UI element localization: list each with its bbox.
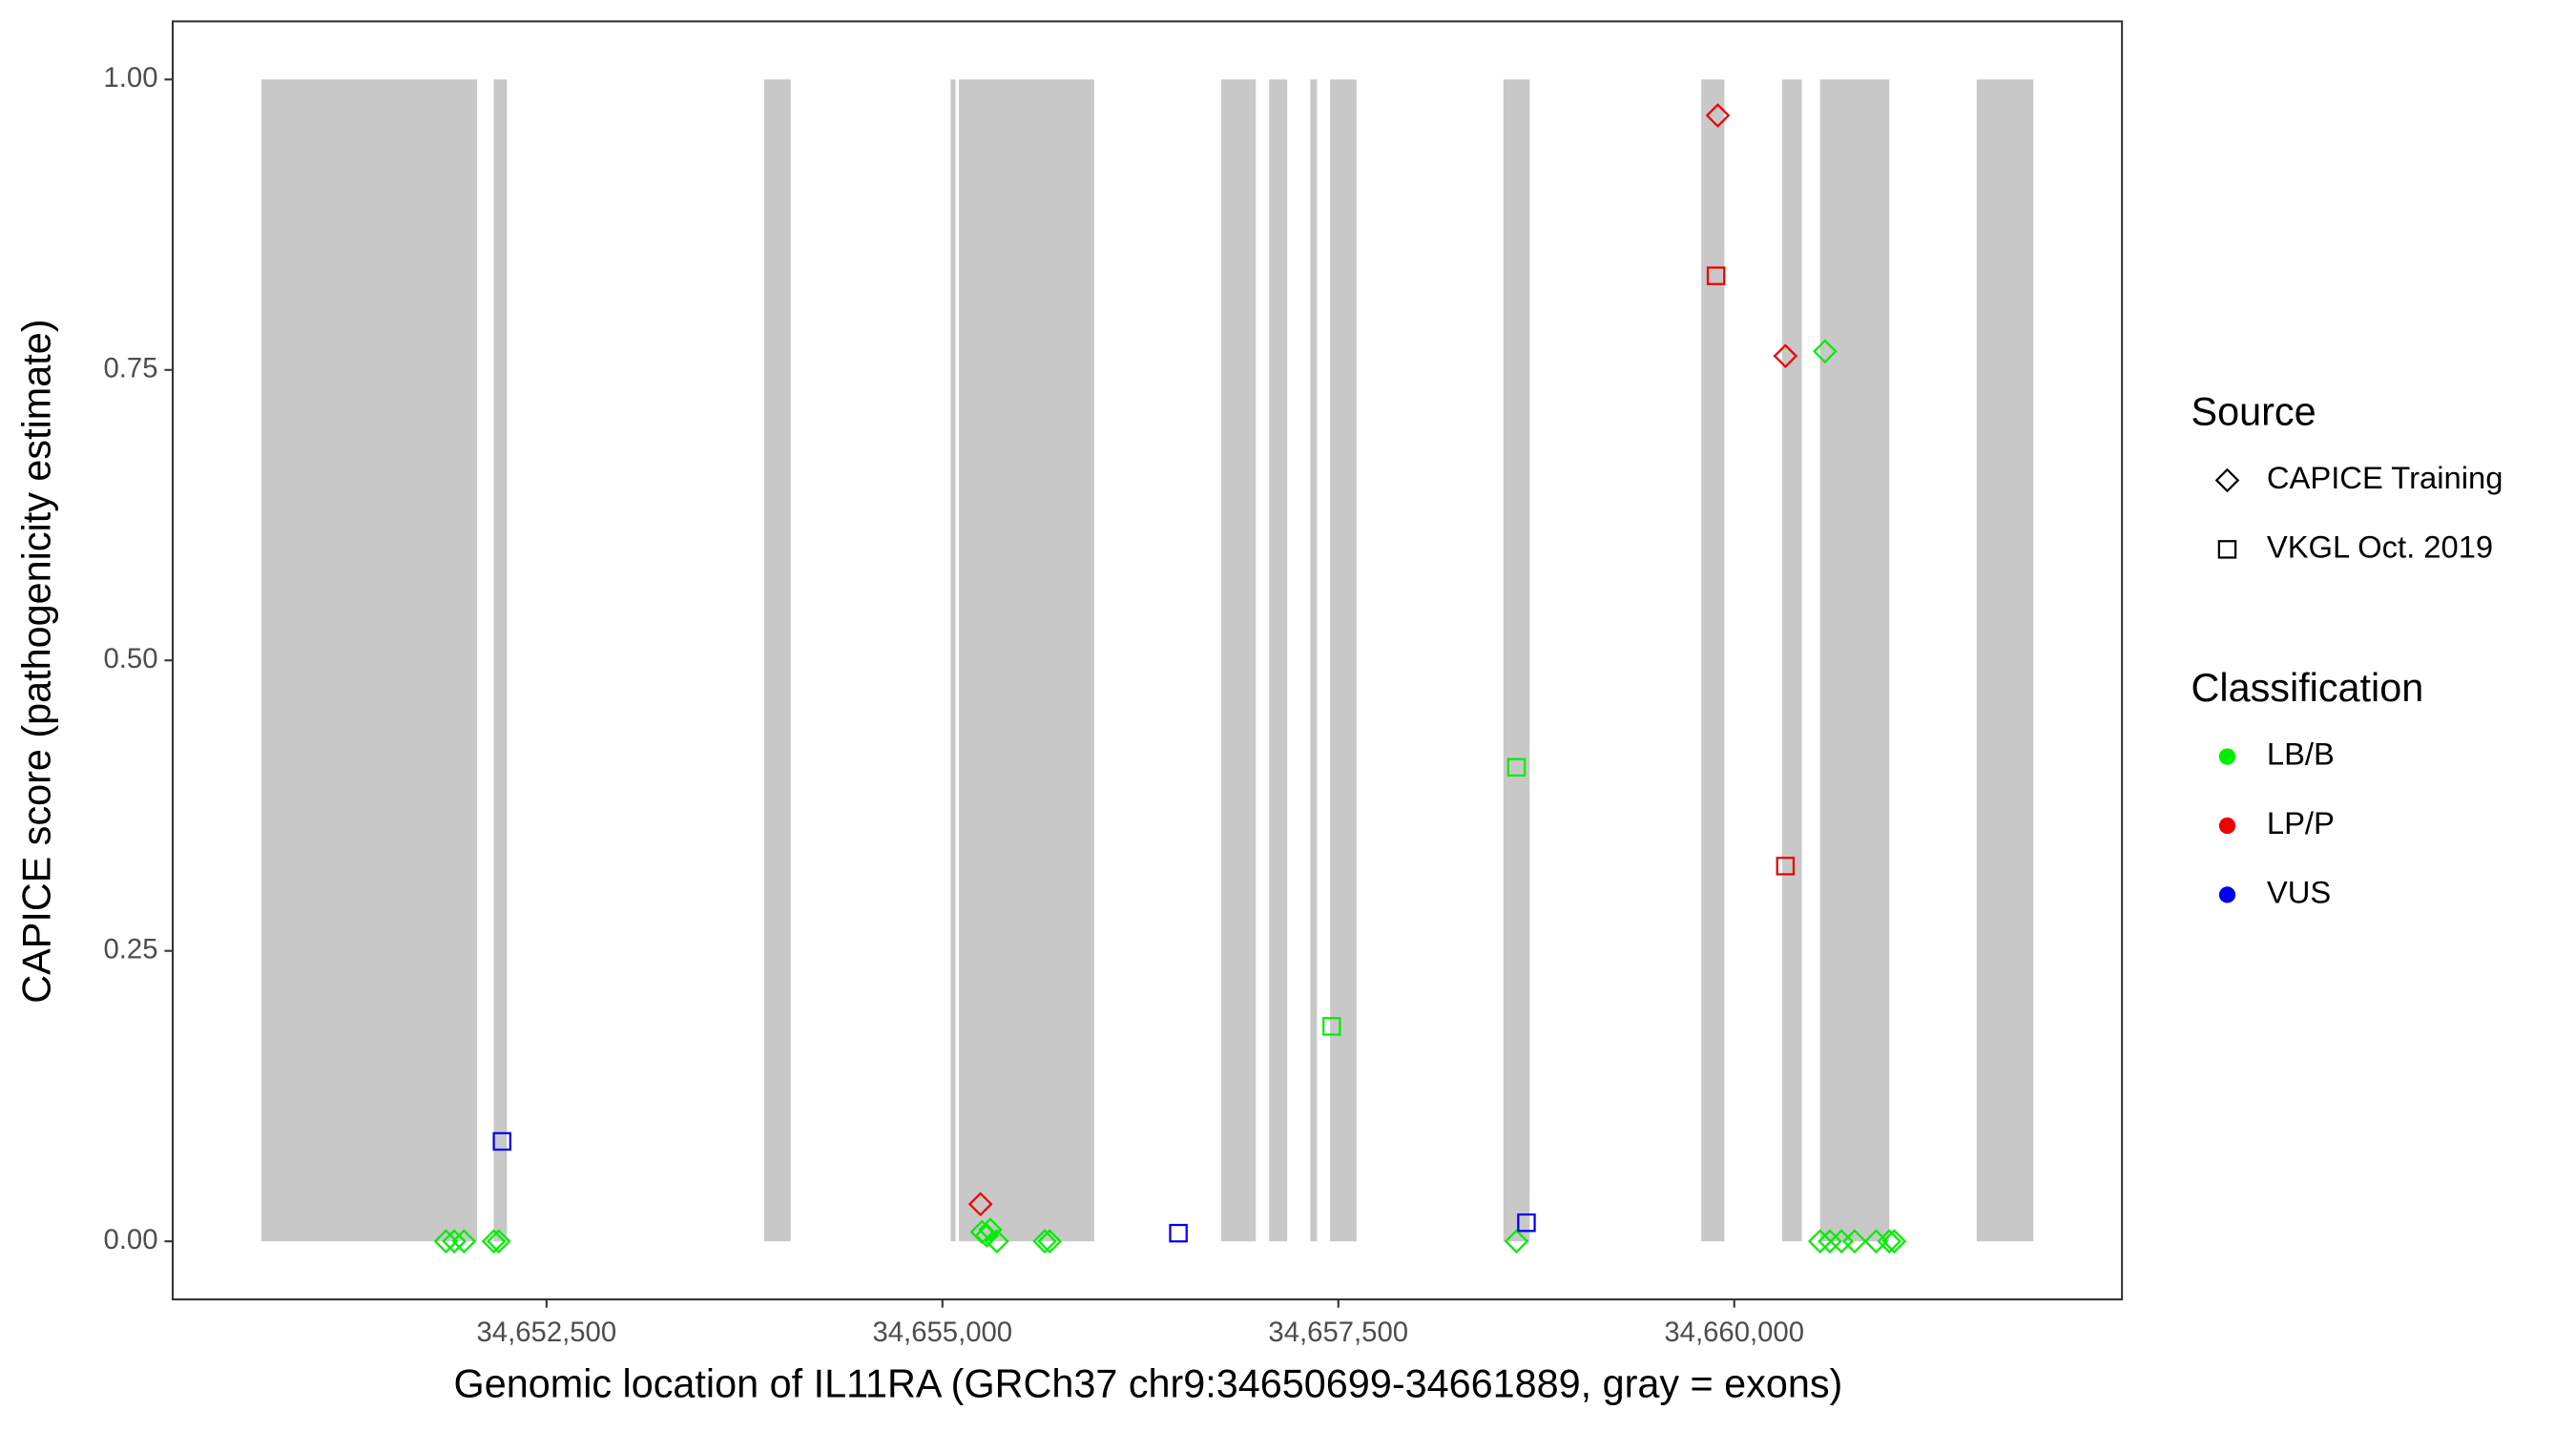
square-point: [1169, 1223, 1188, 1243]
exon: [1269, 79, 1288, 1242]
diamond-point: [1504, 1229, 1529, 1254]
x-tick-label: 34,655,000: [872, 1317, 1012, 1348]
exon: [1976, 79, 2034, 1242]
diamond-point: [1705, 103, 1731, 128]
exon: [959, 79, 1094, 1242]
diamond-point: [1807, 1229, 1833, 1254]
x-tick-label: 34,657,500: [1268, 1317, 1408, 1348]
diamond-point: [481, 1229, 507, 1254]
diamond-point: [1032, 1229, 1057, 1254]
legend-label: LP/P: [2267, 805, 2335, 840]
diamond-point: [486, 1229, 511, 1254]
exon: [1819, 79, 1890, 1242]
exon: [1701, 79, 1725, 1242]
square-point: [1517, 1213, 1536, 1233]
square-point: [1776, 857, 1796, 876]
diamond-point: [442, 1229, 467, 1254]
legend-title: Source: [2192, 389, 2316, 433]
y-tick-label: 0.25: [103, 933, 157, 964]
diamond-point: [433, 1229, 459, 1254]
diamond-point: [985, 1229, 1009, 1254]
exon: [1781, 79, 1802, 1242]
legend-label: CAPICE Training: [2267, 460, 2503, 495]
diamond-point: [1037, 1229, 1062, 1254]
diamond-point: [967, 1192, 993, 1216]
x-tick-label: 34,652,500: [477, 1317, 617, 1348]
diamond-point: [1842, 1229, 1867, 1254]
diamond-point: [978, 1217, 1003, 1242]
legend-key: [2214, 467, 2240, 493]
diamond-point: [451, 1229, 477, 1254]
legend-key: [2218, 748, 2236, 765]
diamond-point: [1877, 1229, 1902, 1254]
x-axis-title: Genomic location of IL11RA (GRCh37 chr9:…: [454, 1361, 1843, 1405]
diamond-point: [1818, 1229, 1842, 1254]
x-tick-label: 34,660,000: [1664, 1317, 1804, 1348]
diamond-point: [974, 1223, 1000, 1248]
exon: [493, 79, 508, 1242]
legend-key: [2217, 540, 2237, 559]
y-tick-label: 0.00: [103, 1224, 157, 1255]
y-tick-label: 1.00: [103, 62, 157, 93]
exon: [1310, 79, 1318, 1242]
legend-key: [2218, 886, 2236, 903]
exon: [260, 79, 478, 1242]
legend-label: VUS: [2267, 875, 2331, 910]
exon: [1220, 79, 1257, 1242]
legend-label: LB/B: [2267, 736, 2335, 772]
exon: [1330, 79, 1357, 1242]
legend-label: VKGL Oct. 2019: [2267, 529, 2493, 565]
exon: [950, 79, 956, 1242]
square-point: [492, 1131, 511, 1151]
y-tick-label: 0.50: [103, 643, 157, 674]
square-point: [1506, 757, 1527, 778]
diamond-point: [1773, 343, 1798, 368]
exon: [764, 79, 791, 1242]
legend-key: [2218, 817, 2236, 835]
square-point: [1706, 266, 1726, 285]
y-tick-label: 0.75: [103, 353, 157, 384]
square-point: [1322, 1017, 1341, 1036]
diamond-point: [1813, 339, 1838, 364]
diamond-point: [1881, 1229, 1907, 1254]
legend-title: Classification: [2192, 666, 2424, 710]
exon: [1503, 79, 1530, 1242]
y-axis-title: CAPICE score (pathogenicity estimate): [14, 320, 58, 1004]
